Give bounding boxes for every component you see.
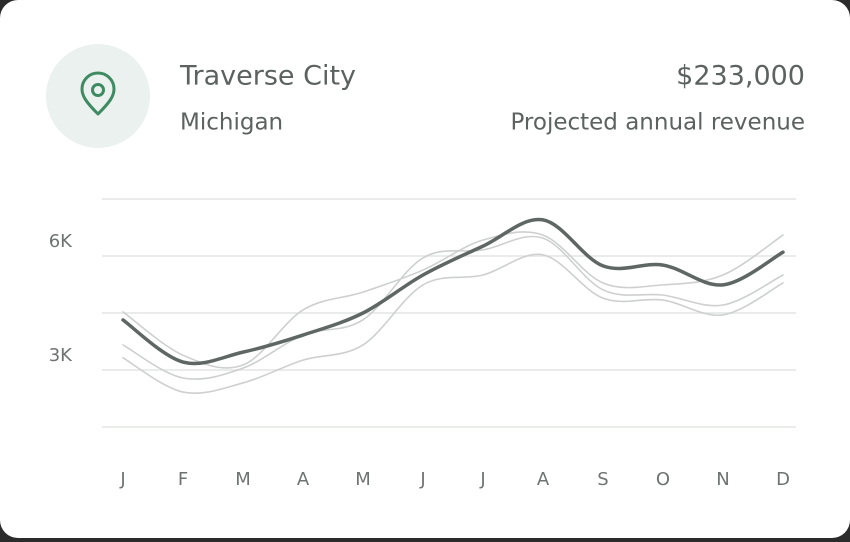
x-tick-label: N [716,469,729,490]
y-tick-label: 6K [49,231,73,252]
x-tick-label: F [178,469,188,490]
x-tick-label: J [119,469,125,490]
x-tick-label: S [597,469,608,490]
x-tick-label: M [355,469,371,490]
city: Traverse City [179,61,356,92]
line [122,231,784,369]
x-tick-label: D [776,469,790,490]
revenue: $233,000 [676,61,805,92]
x-tick-label: O [656,469,670,490]
x-tick-label: J [419,469,425,490]
x-tick-label: M [235,469,251,490]
state: Michigan [180,110,283,136]
line [122,235,784,380]
plot: 6K 3K J F M A M J J A S O N D [49,198,796,490]
x-tick-label: J [479,469,485,490]
line [121,217,785,366]
pin-icon [80,71,116,116]
y-tick-label: 3K [49,345,73,366]
revenue-label: Projected annual revenue [510,110,805,136]
x-tick-label: A [297,469,310,490]
line [122,253,784,394]
x-tick-label: A [537,469,550,490]
